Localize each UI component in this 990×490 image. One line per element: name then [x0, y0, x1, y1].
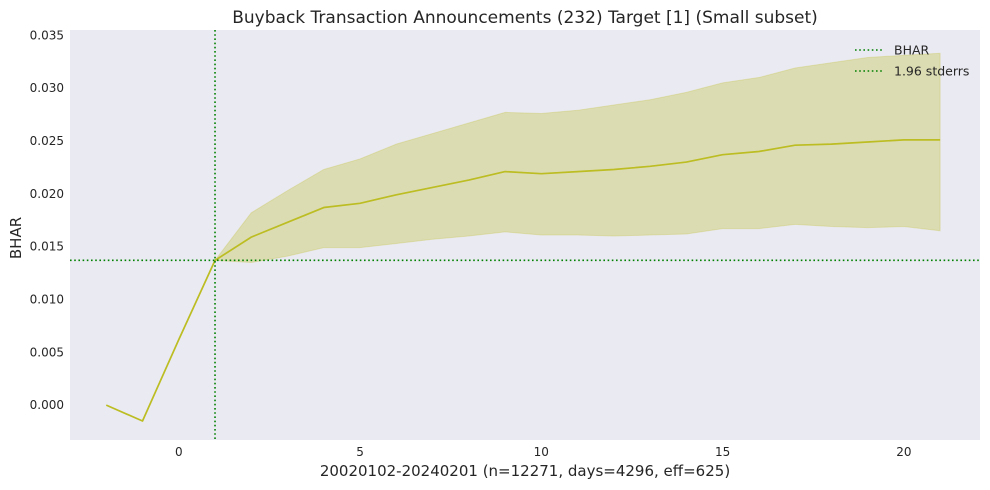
data-point	[286, 221, 288, 223]
confidence-band	[214, 52, 941, 263]
data-point	[468, 179, 470, 181]
data-point	[540, 173, 542, 175]
y-tick-label: 0.010	[30, 292, 64, 306]
data-point	[576, 170, 578, 172]
data-point	[721, 153, 723, 155]
y-tick-label: 0.005	[30, 345, 64, 359]
x-tick-label: 20	[896, 445, 911, 459]
x-tick-label: 10	[534, 445, 549, 459]
data-point	[866, 141, 868, 143]
data-point	[141, 420, 143, 422]
data-point	[323, 206, 325, 208]
series-line-bhar	[105, 139, 941, 422]
chart-title: Buyback Transaction Announcements (232) …	[232, 8, 818, 28]
x-axis-ticks: 0 5 10 15 20	[175, 445, 912, 459]
data-point	[431, 186, 433, 188]
legend-label-stderrs: 1.96 stderrs	[894, 64, 969, 79]
data-point	[685, 161, 687, 163]
y-axis-label: BHAR	[7, 217, 25, 259]
data-point	[758, 150, 760, 152]
data-point	[359, 202, 361, 204]
y-tick-label: 0.015	[30, 240, 64, 254]
data-point	[903, 139, 905, 141]
data-point	[105, 404, 107, 406]
data-point	[178, 338, 180, 340]
data-point	[794, 144, 796, 146]
data-point	[939, 139, 941, 141]
y-tick-label: 0.020	[30, 187, 64, 201]
legend-label-bhar: BHAR	[894, 43, 930, 58]
confidence-band-layer	[214, 52, 941, 263]
x-tick-label: 15	[715, 445, 730, 459]
reference-lines-layer	[70, 30, 980, 440]
y-tick-label: 0.000	[30, 398, 64, 412]
plot-background	[70, 30, 980, 440]
x-tick-label: 5	[356, 445, 364, 459]
bhar-line-layer	[105, 139, 941, 422]
data-point	[613, 168, 615, 170]
x-tick-label: 0	[175, 445, 183, 459]
x-axis-label: 20020102-20240201 (n=12271, days=4296, e…	[320, 462, 730, 480]
legend: BHAR 1.96 stderrs	[855, 43, 969, 79]
data-point	[504, 170, 506, 172]
data-point	[649, 165, 651, 167]
data-point	[250, 236, 252, 238]
y-tick-label: 0.025	[30, 134, 64, 148]
y-axis-ticks: 0.000 0.005 0.010 0.015 0.020 0.025 0.030 0.035	[30, 28, 64, 412]
data-point	[395, 194, 397, 196]
y-tick-label: 0.030	[30, 81, 64, 95]
y-tick-label: 0.035	[30, 28, 64, 42]
data-point	[830, 143, 832, 145]
